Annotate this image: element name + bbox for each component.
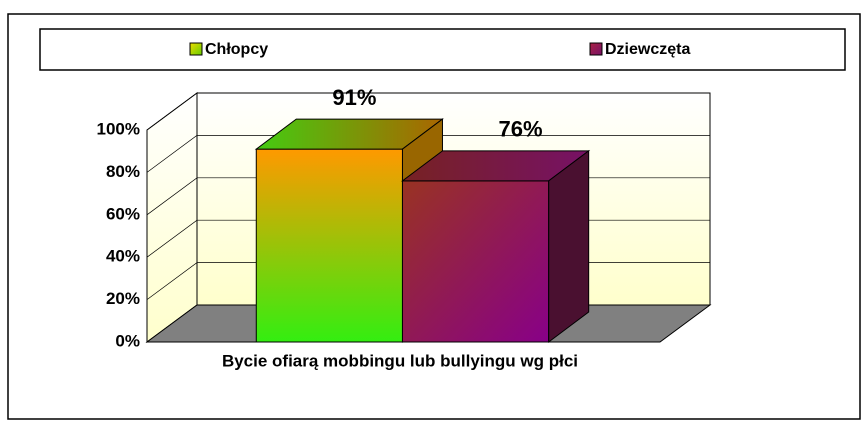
legend-label: Dziewczęta	[605, 41, 690, 58]
bar-side	[548, 149, 590, 343]
y-tick-label: 20%	[106, 289, 140, 308]
y-tick-label: 40%	[106, 247, 140, 266]
y-tick-label: 80%	[106, 162, 140, 181]
legend-box	[39, 28, 846, 71]
bar-front	[401, 180, 550, 343]
data-label: 91%	[332, 85, 376, 110]
y-tick-label: 100%	[97, 119, 140, 138]
bar-front	[255, 148, 403, 343]
y-tick-label: 0%	[115, 331, 140, 350]
legend-swatch	[189, 42, 203, 56]
data-label: 76%	[499, 117, 543, 142]
legend-label: Chłopcy	[205, 41, 268, 58]
grid-line	[146, 92, 710, 131]
legend-swatch	[589, 42, 603, 56]
y-tick-label: 60%	[106, 204, 140, 223]
side-wall	[146, 92, 198, 343]
x-tick-label: Bycie ofiarą mobbingu lub bullyingu wg p…	[222, 351, 578, 370]
grid-line	[146, 135, 710, 173]
